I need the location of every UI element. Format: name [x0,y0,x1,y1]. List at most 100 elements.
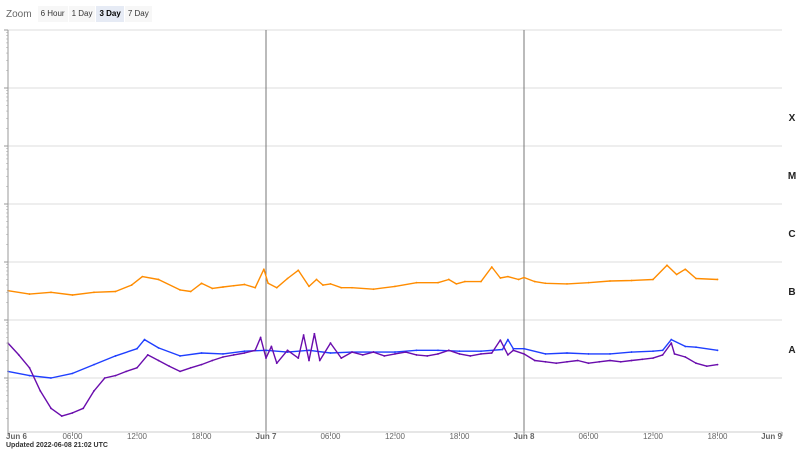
series-point [490,352,493,354]
x-tick-label: 12:00 [643,432,664,441]
x-tick-label: 18:00 [191,432,212,441]
series-point [499,339,502,342]
series-point [501,348,504,351]
flare-class-label: C [788,229,795,240]
series-point [114,355,117,357]
series-point [157,359,160,362]
series-point [351,351,353,353]
series-point [308,359,310,362]
series-point [200,282,203,285]
series-point [666,264,668,267]
series-point [103,377,106,379]
zoom-3-day-button[interactable]: 3 Day [96,6,124,22]
series-point [71,294,74,296]
series-point [609,359,611,362]
series-point [695,277,697,280]
series-point [437,281,439,284]
series-point [60,415,63,418]
series-point [587,353,590,355]
series-point [243,352,246,354]
series-point [329,352,332,354]
series-point [675,273,678,276]
series-point [50,291,52,294]
series-point [267,282,270,285]
series-point [17,354,20,356]
series-point [437,349,439,352]
series-point [490,266,493,268]
series-point [394,285,396,288]
series-point [340,286,343,289]
axis-layer: X M C B A Jun 6 06:00 12:00 18:00 Jun 7 06:00 12:00… [4,29,796,441]
series-point [630,359,633,362]
series-point [39,389,42,392]
series-point [394,353,396,355]
series-point [222,356,224,358]
series-point [544,353,547,355]
series-point [313,332,316,335]
series-point [630,279,633,282]
updated-timestamp: Updated 2022-06-08 21:02 UTC [6,442,108,449]
series-line-0 [7,264,718,296]
grid-layer [8,29,782,432]
series-point [684,356,687,358]
series-point [544,360,547,363]
series-point [661,354,664,356]
series-point [265,349,267,352]
series-point [415,281,418,284]
series-point [136,366,138,369]
series-point [254,286,257,289]
series-point [315,278,318,281]
series-point [458,350,461,353]
series-line-2 [7,333,718,417]
x-tick-label: 06:00 [62,432,83,441]
x-tick-label: 18:00 [707,432,728,441]
x-tick-label: Jun 6 [6,432,27,441]
series-point [415,349,418,352]
series-point [684,268,687,271]
series-point [146,354,149,356]
x-tick-label: 18:00 [449,432,470,441]
series-point [372,351,375,353]
series-point [447,349,450,352]
x-tick-label: Jun 9 [761,432,782,441]
series-point [652,357,654,360]
series-point [695,362,697,365]
series-point [641,358,644,361]
series-point [114,290,117,293]
series-point [661,349,664,352]
series-point [243,283,246,286]
series-point [28,293,31,295]
series-point [125,370,128,373]
series-point [322,284,324,286]
series-point [523,347,525,350]
series-point [587,281,590,284]
series-point [189,290,192,293]
series-point [716,349,719,352]
series-point [318,359,321,362]
series-point [297,357,300,360]
zoom-7-day-button[interactable]: 7 Day [124,6,152,22]
series-point [130,284,133,286]
zoom-6-hour-button[interactable]: 6 Hour [37,6,68,22]
series-point [566,360,568,363]
series-point [480,280,482,283]
series-point [222,353,224,355]
series-point [480,353,482,355]
series-point [168,365,171,368]
series-point [426,355,429,357]
series-point [576,359,579,362]
series-point [394,351,396,353]
series-point [340,357,343,360]
series-layer [7,264,719,418]
series-point [404,351,407,353]
x-tick-label: Jun 7 [256,432,277,441]
series-point [211,359,214,362]
series-point [499,277,502,279]
series-point [351,286,353,289]
series-point [455,282,458,285]
zoom-1-day-button[interactable]: 1 Day [68,6,96,22]
series-point [262,268,265,271]
series-point [533,359,536,362]
series-point [480,350,482,353]
